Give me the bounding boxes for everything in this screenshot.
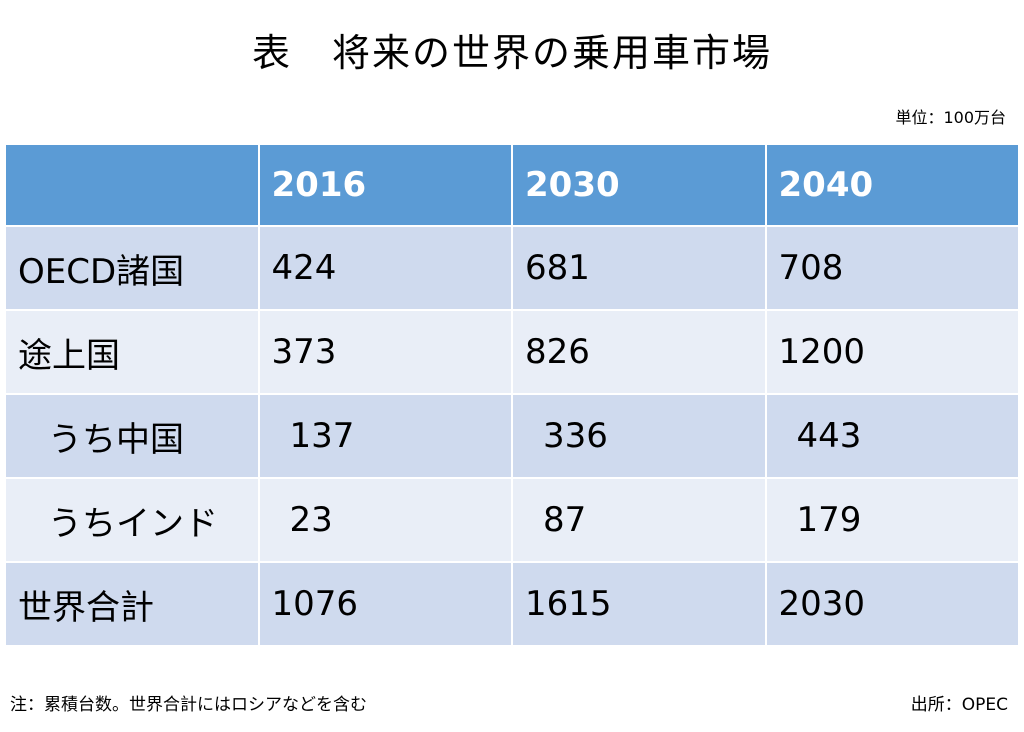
value-cell: 2030	[764, 561, 1020, 647]
value-cell: 179	[764, 477, 1020, 563]
row-label: 途上国	[4, 309, 260, 395]
value-cell: 373	[257, 309, 513, 395]
table-row: 途上国 373 826 1200	[4, 309, 1020, 395]
column-header: 2040	[764, 143, 1020, 227]
table-row: 世界合計 1076 1615 2030	[4, 561, 1020, 647]
value-cell: 681	[511, 225, 767, 311]
table-body: OECD諸国 424 681 708 途上国 373 826 1200 うち中国 137 336 44…	[4, 225, 1020, 647]
value-cell: 1076	[257, 561, 513, 647]
value-cell: 137	[257, 393, 513, 479]
value-cell: 443	[764, 393, 1020, 479]
title: 表 将来の世界の乗用車市場	[251, 31, 772, 75]
value-cell: 87	[511, 477, 767, 563]
market-table: 2016 2030 2040 OECD諸国 424 681 708 途上国 373 826 120…	[4, 143, 1020, 647]
table-row: うちインド 23 87 179	[4, 477, 1020, 563]
table-row: OECD諸国 424 681 708	[4, 225, 1020, 311]
value-cell: 23	[257, 477, 513, 563]
column-header: 2030	[511, 143, 767, 227]
value-cell: 1200	[764, 309, 1020, 395]
row-label: OECD諸国	[4, 225, 260, 311]
header-row: 2016 2030 2040	[4, 143, 1020, 227]
column-header: 2016	[257, 143, 513, 227]
row-label: うちインド	[4, 477, 260, 563]
value-cell: 708	[764, 225, 1020, 311]
source: 出所：OPEC	[910, 695, 1008, 715]
table-row: うち中国 137 336 443	[4, 393, 1020, 479]
value-cell: 336	[511, 393, 767, 479]
value-cell: 424	[257, 225, 513, 311]
row-label: 世界合計	[4, 561, 260, 647]
unit: 単位：100万台	[895, 108, 1006, 127]
corner-cell	[4, 143, 260, 227]
value-cell: 1615	[511, 561, 767, 647]
row-label: うち中国	[4, 393, 260, 479]
value-cell: 826	[511, 309, 767, 395]
note: 注：累積台数。世界合計にはロシアなどを含む	[10, 695, 367, 715]
table-header: 2016 2030 2040	[4, 143, 1020, 227]
